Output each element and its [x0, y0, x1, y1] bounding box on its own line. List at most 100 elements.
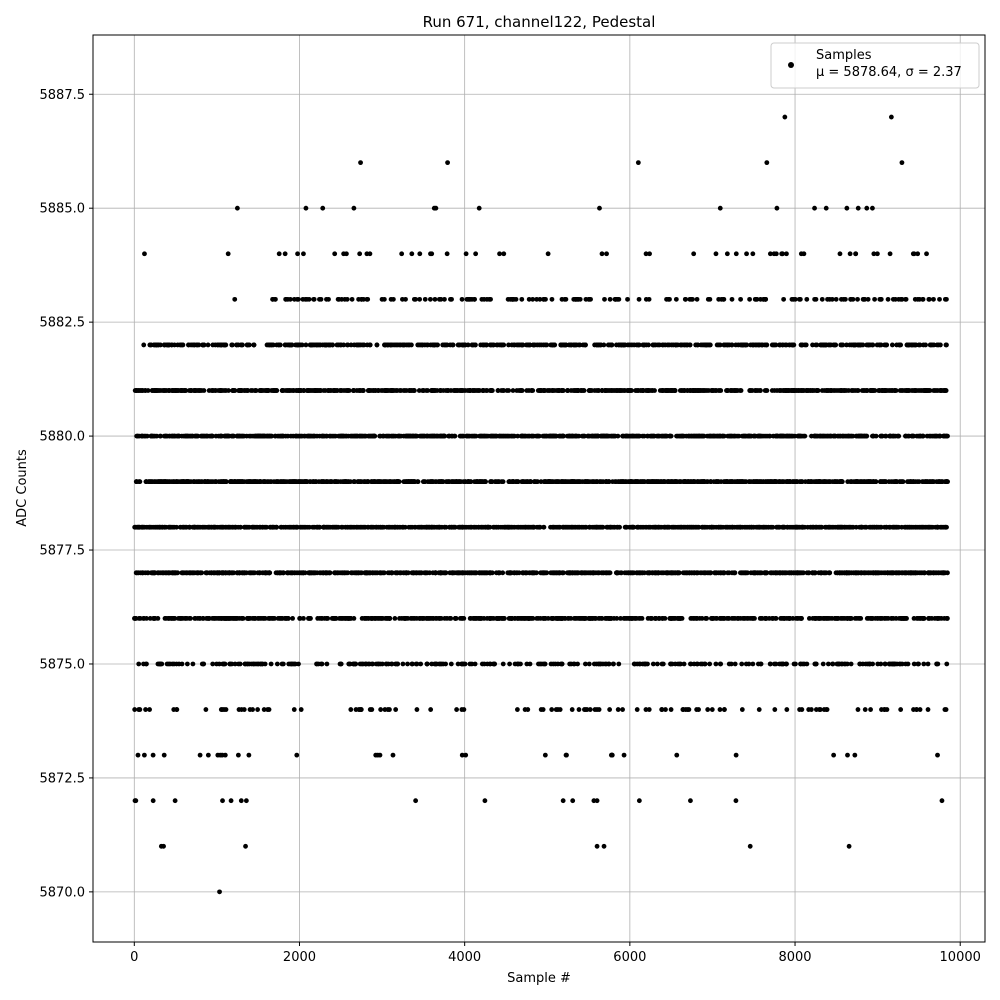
- sample-point: [298, 707, 304, 712]
- sample-point: [268, 433, 274, 439]
- sample-point: [467, 524, 473, 530]
- sample-point: [147, 707, 152, 712]
- sample-point: [132, 707, 138, 712]
- sample-point: [417, 616, 423, 621]
- sample-point: [380, 616, 386, 621]
- sample-point: [870, 433, 876, 439]
- sample-point: [942, 524, 948, 530]
- sample-point: [472, 433, 478, 439]
- sample-point: [385, 524, 391, 530]
- sample-point: [220, 798, 225, 804]
- sample-point: [452, 616, 458, 621]
- sample-point: [594, 843, 600, 849]
- sample-point: [845, 479, 851, 485]
- sample-point: [218, 616, 224, 621]
- sample-point: [790, 616, 796, 621]
- sample-point: [655, 570, 661, 576]
- sample-point: [911, 707, 916, 712]
- sample-point: [806, 479, 812, 485]
- sample-point: [682, 524, 688, 530]
- sample-point: [531, 479, 537, 485]
- sample-point: [944, 661, 950, 667]
- sample-point: [273, 433, 278, 439]
- sample-point: [321, 524, 327, 530]
- sample-point: [375, 616, 381, 621]
- sample-point: [604, 433, 610, 439]
- sample-point: [549, 479, 555, 485]
- sample-point: [647, 524, 653, 530]
- sample-point: [724, 616, 730, 621]
- sample-point: [184, 661, 190, 667]
- sample-point: [482, 433, 487, 439]
- sample-point: [945, 479, 950, 485]
- sample-point: [559, 570, 565, 576]
- sample-point: [183, 524, 189, 530]
- sample-point: [764, 570, 770, 576]
- sample-point: [222, 661, 228, 667]
- sample-point: [920, 433, 926, 439]
- sample-point: [413, 524, 418, 530]
- sample-point: [278, 524, 284, 530]
- sample-point: [478, 524, 484, 530]
- sample-point: [157, 433, 163, 439]
- sample-point: [804, 570, 810, 576]
- sample-point: [418, 661, 424, 667]
- sample-point: [722, 707, 727, 712]
- sample-point: [934, 479, 939, 485]
- sample-point: [570, 798, 576, 804]
- sample-point: [345, 570, 351, 576]
- sample-point: [246, 752, 252, 758]
- sample-point: [568, 616, 574, 621]
- sample-point: [291, 479, 297, 485]
- sample-point: [381, 570, 387, 576]
- sample-point: [618, 570, 624, 576]
- sample-point: [764, 479, 770, 485]
- sample-point: [255, 707, 261, 712]
- sample-point: [827, 570, 833, 576]
- sample-point: [333, 479, 339, 485]
- sample-point: [943, 433, 949, 439]
- sample-point: [443, 661, 449, 667]
- sample-point: [551, 570, 557, 576]
- sample-point: [433, 661, 438, 667]
- sample-point: [378, 524, 384, 530]
- sample-point: [583, 661, 588, 667]
- sample-point: [541, 433, 547, 439]
- sample-point: [661, 524, 667, 530]
- sample-point: [849, 479, 854, 485]
- sample-point: [808, 707, 814, 712]
- sample-point: [530, 570, 535, 576]
- sample-point: [324, 433, 330, 439]
- sample-point: [649, 616, 655, 621]
- sample-point: [294, 433, 299, 439]
- sample-point: [833, 570, 839, 576]
- sample-point: [414, 433, 420, 439]
- sample-point: [520, 479, 526, 485]
- sample-point: [784, 707, 790, 712]
- sample-point: [542, 752, 548, 758]
- sample-point: [250, 616, 256, 621]
- sample-point: [296, 570, 302, 576]
- sample-point: [639, 616, 645, 621]
- sample-point: [939, 616, 944, 621]
- sample-point: [755, 479, 760, 485]
- sample-point: [155, 524, 161, 530]
- sample-point: [302, 479, 308, 485]
- sample-point: [729, 524, 735, 530]
- sample-point: [603, 661, 609, 667]
- sample-point: [256, 616, 261, 621]
- sample-point: [155, 661, 161, 667]
- sample-point: [447, 616, 453, 621]
- sample-point: [479, 570, 485, 576]
- sample-point: [687, 524, 693, 530]
- sample-point: [846, 843, 852, 849]
- sample-point: [837, 524, 843, 530]
- sample-point: [660, 616, 665, 621]
- sample-point: [861, 479, 867, 485]
- sample-point: [515, 524, 521, 530]
- sample-point: [301, 570, 306, 576]
- sample-point: [799, 707, 805, 712]
- sample-point: [311, 570, 316, 576]
- sample-point: [787, 524, 793, 530]
- sample-point: [143, 479, 149, 485]
